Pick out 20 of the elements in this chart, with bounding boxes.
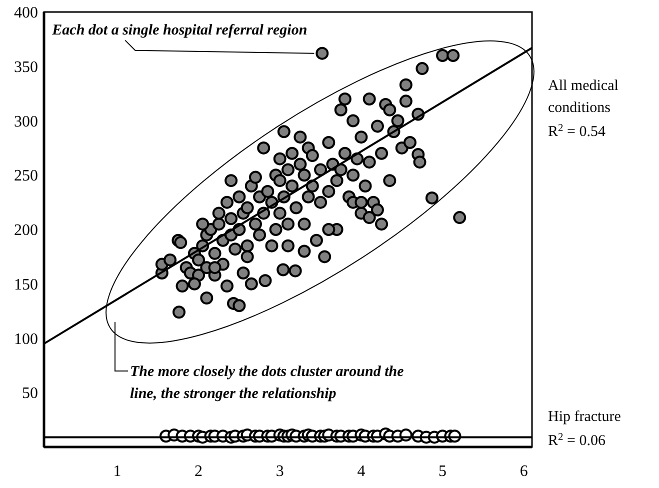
text: All medical conditions [548,78,618,116]
y-tick-label: 250 [14,168,38,185]
y-tick-label: 300 [14,113,38,130]
y-tick-label: 100 [14,330,38,348]
text: R$^{2}$ = 0.54 [548,122,606,140]
x-tick-label: 6 [520,463,528,480]
y-tick-label: 200 [14,222,38,240]
annotation: The more closely the dots cluster around the line, the stronger the relationship [130,364,404,402]
x-tick-label: 2 [194,463,203,480]
y-tick-label: 350 [14,58,38,76]
x-tick-label: 5 [438,463,447,480]
y-tick-label: 50 [22,385,38,402]
annotation: Each dot a single hospital referral region [51,22,308,38]
x-tick-label: 4 [357,463,366,480]
x-tick-label: 1 [113,463,122,480]
y-tick-label: 400 [14,4,38,22]
x-tick-label: 3 [276,463,284,480]
series-label: Hip fracture [548,409,622,426]
y-tick-label: 150 [14,276,38,294]
text: R$^{2}$ = 0.06 [548,432,606,450]
